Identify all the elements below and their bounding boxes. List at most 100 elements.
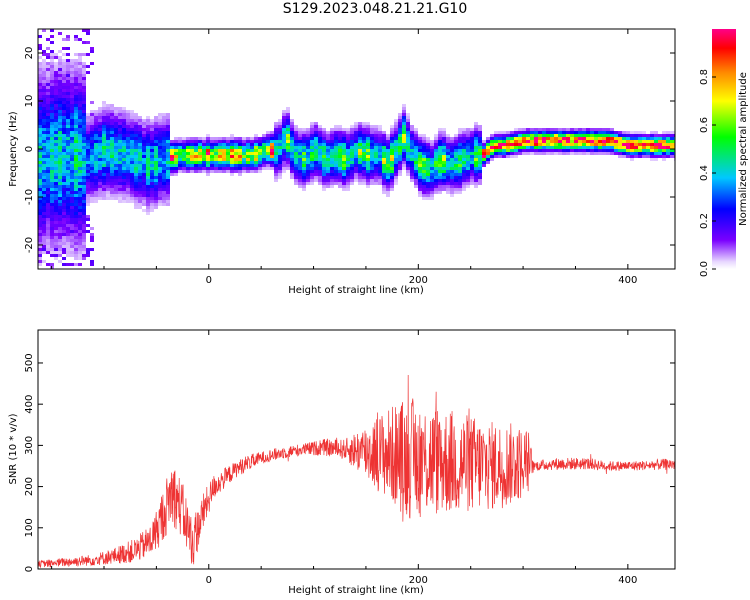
spectrogram-cell (326, 185, 330, 188)
spectrogram-cell (78, 119, 82, 122)
spectrogram-cell (546, 128, 550, 131)
spectrogram-cell (54, 155, 58, 158)
spectrogram-cell (298, 131, 302, 134)
spectrogram-cell (86, 173, 90, 176)
spectrogram-cell (122, 173, 126, 176)
spectrogram-cell (550, 140, 554, 143)
spectrogram-cell (230, 152, 234, 155)
spectrogram-cell (294, 164, 298, 167)
spectrogram-cell (366, 161, 370, 164)
spectrogram-cell (542, 137, 546, 140)
spectrogram-cell (370, 128, 374, 131)
spectrogram-cell (434, 170, 438, 173)
spectrogram-cell (390, 152, 394, 155)
spectrogram-cell (138, 158, 142, 161)
spectrogram-cell (42, 158, 46, 161)
spectrogram-cell (78, 146, 82, 149)
spectrogram-cell (70, 167, 74, 170)
spectrogram-cell (82, 215, 86, 218)
spectrogram-cell (78, 218, 82, 221)
spectrogram-cell (38, 197, 42, 200)
spectrogram-cell (526, 131, 530, 134)
spectrogram-cell (354, 122, 358, 125)
spectrogram-cell (74, 161, 78, 164)
spectrogram-cell (38, 227, 42, 230)
spectrogram-cell (354, 179, 358, 182)
spectrogram-cell (62, 239, 66, 242)
spectrogram-cell (138, 155, 142, 158)
spectrogram-cell (58, 227, 62, 230)
spectrogram-cell (426, 194, 430, 197)
spectrogram-cell (50, 119, 54, 122)
spectrogram-cell (58, 155, 62, 158)
spectrogram-cell (50, 251, 54, 254)
spectrogram-cell (506, 149, 510, 152)
spectrogram-cell (142, 194, 146, 197)
spectrogram-cell (382, 164, 386, 167)
spectrogram-cell (218, 146, 222, 149)
spectrogram-cell (334, 173, 338, 176)
spectrogram-cell (586, 137, 590, 140)
spectrogram-cell (302, 128, 306, 131)
spectrogram-cell (122, 155, 126, 158)
spectrogram-cell (554, 149, 558, 152)
spectrogram-cell (466, 185, 470, 188)
spectrogram-cell (50, 206, 54, 209)
spectrogram-cell (350, 179, 354, 182)
spectrogram-cell (426, 179, 430, 182)
spectrogram-cell (366, 137, 370, 140)
spectrogram-cell (78, 59, 82, 62)
spectrogram-cell (230, 149, 234, 152)
spectrogram-cell (302, 179, 306, 182)
spectrogram-cell (150, 122, 154, 125)
spectrogram-cell (42, 125, 46, 128)
spectrogram-cell (318, 128, 322, 131)
spectrogram-cell (46, 56, 50, 59)
x-tick-label: 0 (206, 275, 212, 286)
spectrogram-cell (98, 140, 102, 143)
spectrogram-cell (42, 242, 46, 245)
spectrogram-cell (66, 242, 70, 245)
spectrogram-cell (66, 245, 70, 248)
spectrogram-cell (638, 155, 642, 158)
spectrogram-cell (534, 149, 538, 152)
spectrogram-cell (270, 131, 274, 134)
spectrogram-cell (182, 152, 186, 155)
spectrogram-cell (342, 149, 346, 152)
spectrogram-cell (166, 140, 170, 143)
spectrogram-cell (350, 152, 354, 155)
spectrogram-cell (462, 179, 466, 182)
spectrogram-cell (54, 209, 58, 212)
spectrogram-cell (314, 170, 318, 173)
spectrogram-cell (58, 233, 62, 236)
spectrogram-cell (470, 167, 474, 170)
spectrogram-cell (338, 173, 342, 176)
spectrogram-cell (458, 188, 462, 191)
spectrogram-cell (366, 143, 370, 146)
spectrogram-cell (106, 152, 110, 155)
spectrogram-cell (506, 131, 510, 134)
spectrogram-cell (254, 161, 258, 164)
spectrogram-cell (70, 182, 74, 185)
spectrogram-cell (618, 143, 622, 146)
spectrogram-cell (74, 194, 78, 197)
spectrogram-cell (82, 224, 86, 227)
spectrogram-cell (134, 161, 138, 164)
spectrogram-cell (54, 104, 58, 107)
spectrogram-cell (266, 140, 270, 143)
spectrogram-cell (50, 95, 54, 98)
spectrogram-cell (418, 167, 422, 170)
spectrogram-cell (494, 146, 498, 149)
spectrogram-cell (94, 161, 98, 164)
spectrogram-cell (62, 143, 66, 146)
spectrogram-cell (42, 170, 46, 173)
spectrogram-cell (458, 155, 462, 158)
spectrogram-cell (42, 122, 46, 125)
spectrogram-cell (470, 164, 474, 167)
spectrogram-cell (434, 191, 438, 194)
spectrogram-cell (270, 149, 274, 152)
spectrogram-cell (54, 239, 58, 242)
spectrogram-cell (458, 179, 462, 182)
spectrogram-cell (162, 134, 166, 137)
spectrogram-cell (634, 149, 638, 152)
